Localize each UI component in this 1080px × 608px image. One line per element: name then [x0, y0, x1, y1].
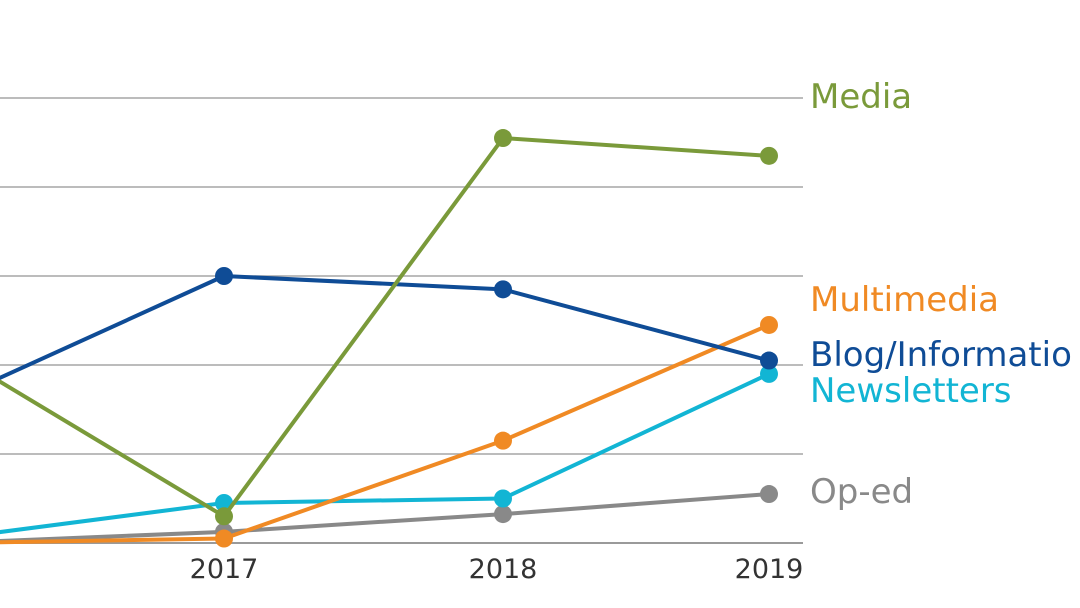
series-line-newsletters	[0, 371, 771, 535]
x-tick-label: 2019	[735, 554, 804, 585]
series-line-op-ed	[0, 492, 771, 543]
series-op-ed	[0, 485, 778, 543]
x-tick-label: 2018	[469, 554, 538, 585]
data-point-op-ed	[760, 485, 778, 504]
data-point-newsletters	[494, 489, 512, 508]
x-axis-ticks: 2017 2018 2019	[190, 554, 804, 585]
x-tick-label: 2017	[190, 554, 259, 585]
series-line-blog-informatio	[0, 274, 771, 381]
series-label-newsletters: Newsletters	[810, 371, 1012, 411]
data-point-op-ed	[494, 505, 512, 524]
series-label-media: Media	[810, 77, 912, 117]
gridlines	[0, 97, 803, 544]
series-labels: Media Multimedia Blog/InformatioNewsletter…	[810, 77, 1072, 512]
series-label-op-ed: Op-ed	[810, 472, 913, 512]
data-point-multimedia	[494, 431, 512, 450]
data-point-multimedia	[215, 529, 233, 548]
data-point-newsletters	[760, 364, 778, 383]
series-media	[0, 129, 778, 526]
data-point-media	[215, 507, 233, 526]
data-point-media	[760, 146, 778, 165]
series-label-blog-informatio: Blog/Informatio	[810, 335, 1072, 375]
data-point-blog-informatio	[215, 267, 233, 285]
data-point-blog-informatio	[494, 280, 512, 299]
series-line-media	[0, 136, 771, 519]
series-blog-informatio	[0, 267, 778, 381]
series-line-multimedia	[0, 322, 771, 545]
series-multimedia	[0, 315, 778, 548]
data-point-multimedia	[760, 315, 778, 334]
data-point-media	[494, 129, 512, 148]
series-label-multimedia: Multimedia	[810, 280, 999, 320]
data-point-blog-informatio	[760, 351, 778, 370]
series-lines	[0, 129, 778, 548]
